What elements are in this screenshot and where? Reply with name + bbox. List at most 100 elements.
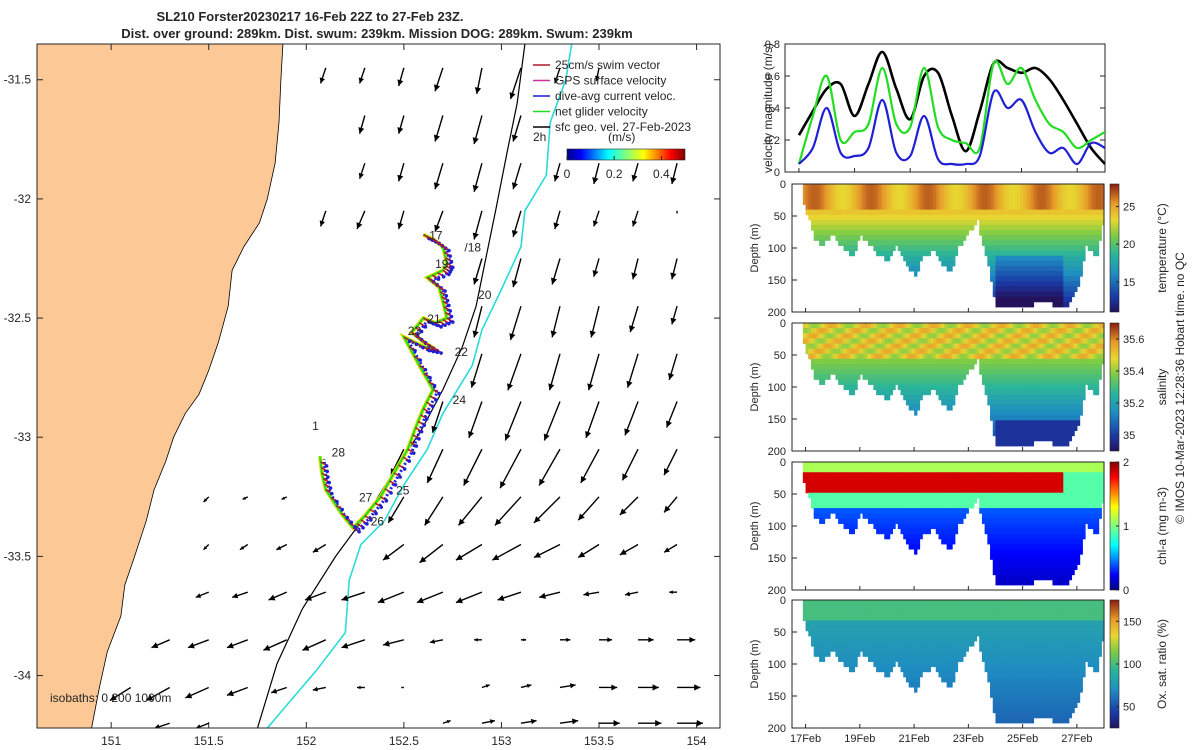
section-cell bbox=[987, 194, 991, 200]
section-cell bbox=[943, 358, 948, 365]
section-cell bbox=[1052, 184, 1056, 190]
section-cell bbox=[900, 363, 904, 370]
section-cell bbox=[930, 235, 934, 241]
section-cell bbox=[905, 502, 910, 509]
section-cell bbox=[1071, 291, 1075, 298]
section-cell bbox=[1000, 425, 1005, 432]
section-cell bbox=[927, 374, 931, 380]
section-cell bbox=[876, 462, 880, 468]
section-cell bbox=[927, 224, 931, 231]
section-cell bbox=[854, 230, 858, 236]
section-cell bbox=[1082, 348, 1086, 355]
swim-vector-tick bbox=[443, 251, 450, 256]
section-cell bbox=[846, 487, 850, 494]
section-cell bbox=[998, 399, 1002, 406]
section-cell bbox=[886, 209, 891, 216]
section-cell bbox=[1003, 260, 1007, 267]
section-cell bbox=[911, 224, 915, 231]
section-cell bbox=[1057, 425, 1062, 432]
section-cell bbox=[846, 224, 850, 231]
section-cell bbox=[1057, 240, 1062, 246]
section-cell bbox=[1055, 281, 1059, 287]
section-cell bbox=[862, 230, 866, 236]
section-cell bbox=[946, 328, 950, 334]
section-cell bbox=[990, 348, 994, 355]
section-cell bbox=[1038, 384, 1043, 391]
section-cell bbox=[1060, 420, 1064, 426]
velocity-arrow bbox=[472, 258, 483, 285]
section-cell bbox=[838, 353, 842, 360]
section-cell bbox=[857, 472, 861, 478]
section-cell bbox=[1019, 276, 1024, 282]
section-cell bbox=[1093, 333, 1097, 339]
section-cell bbox=[1044, 286, 1048, 293]
section-cell bbox=[922, 219, 926, 226]
section-cell bbox=[1036, 369, 1040, 375]
section-cell bbox=[1030, 250, 1035, 257]
velocity-arrow bbox=[559, 683, 576, 689]
section-cell bbox=[1030, 296, 1035, 303]
section-cell bbox=[949, 194, 953, 200]
section-cell bbox=[1057, 204, 1062, 211]
section-cell bbox=[998, 435, 1002, 442]
section-cell bbox=[827, 209, 831, 216]
dive-avg-marker bbox=[443, 289, 447, 293]
section-cell bbox=[859, 348, 864, 355]
section-cell bbox=[1068, 415, 1073, 421]
section-cell bbox=[819, 224, 823, 231]
section-cell bbox=[973, 338, 978, 344]
section-cell bbox=[933, 353, 937, 360]
section-cell bbox=[924, 204, 929, 211]
section-cell bbox=[848, 235, 853, 241]
section-cell bbox=[819, 343, 823, 350]
section-cell bbox=[1014, 214, 1018, 221]
velocity-arrow bbox=[619, 496, 639, 516]
section-cell bbox=[903, 462, 907, 468]
section-cell bbox=[984, 204, 988, 211]
section-cell bbox=[1044, 260, 1048, 267]
section-cell bbox=[843, 502, 847, 509]
section-cell bbox=[1047, 425, 1051, 432]
section-cell bbox=[1003, 420, 1007, 426]
section-cell bbox=[1066, 296, 1070, 303]
swim-vector-tick bbox=[322, 477, 329, 483]
section-cell bbox=[878, 338, 883, 344]
section-cell bbox=[1041, 399, 1045, 406]
velocity-arrow bbox=[434, 210, 444, 232]
section-cell bbox=[832, 338, 837, 344]
section-cell bbox=[922, 374, 926, 380]
section-cell bbox=[1033, 410, 1037, 416]
section-cell bbox=[1011, 379, 1016, 385]
section-cell bbox=[1011, 384, 1016, 391]
section-cell bbox=[998, 440, 1002, 447]
section-cell bbox=[1071, 209, 1075, 216]
section-cell bbox=[990, 250, 994, 257]
section-cell bbox=[1006, 235, 1010, 241]
section-cell bbox=[895, 328, 899, 334]
section-cell bbox=[976, 333, 980, 339]
section-cell bbox=[946, 194, 950, 200]
section-cell bbox=[1025, 230, 1029, 236]
section-cell bbox=[1025, 281, 1029, 287]
section-cell bbox=[886, 472, 891, 478]
section-cell bbox=[873, 184, 877, 190]
velocity-arrow-head bbox=[458, 518, 465, 526]
section-cell bbox=[1011, 389, 1016, 396]
section-cell bbox=[1068, 230, 1073, 236]
velocity-arrow bbox=[499, 448, 522, 489]
section-cell bbox=[1090, 328, 1094, 334]
section-cell bbox=[946, 404, 950, 411]
section-cell bbox=[1090, 204, 1094, 211]
section-cell bbox=[1011, 410, 1016, 416]
section-cell bbox=[995, 410, 999, 416]
colorbar-tick-label: 35 bbox=[1123, 430, 1135, 442]
section-cell bbox=[884, 523, 888, 530]
velocity-arrow-head bbox=[509, 333, 516, 340]
section-cell bbox=[1044, 250, 1048, 257]
section-cell bbox=[1060, 328, 1064, 334]
section-cell bbox=[876, 338, 880, 344]
section-cell bbox=[995, 255, 999, 262]
section-cell bbox=[1071, 358, 1075, 365]
section-cell bbox=[1000, 301, 1005, 308]
section-cell bbox=[810, 472, 815, 478]
